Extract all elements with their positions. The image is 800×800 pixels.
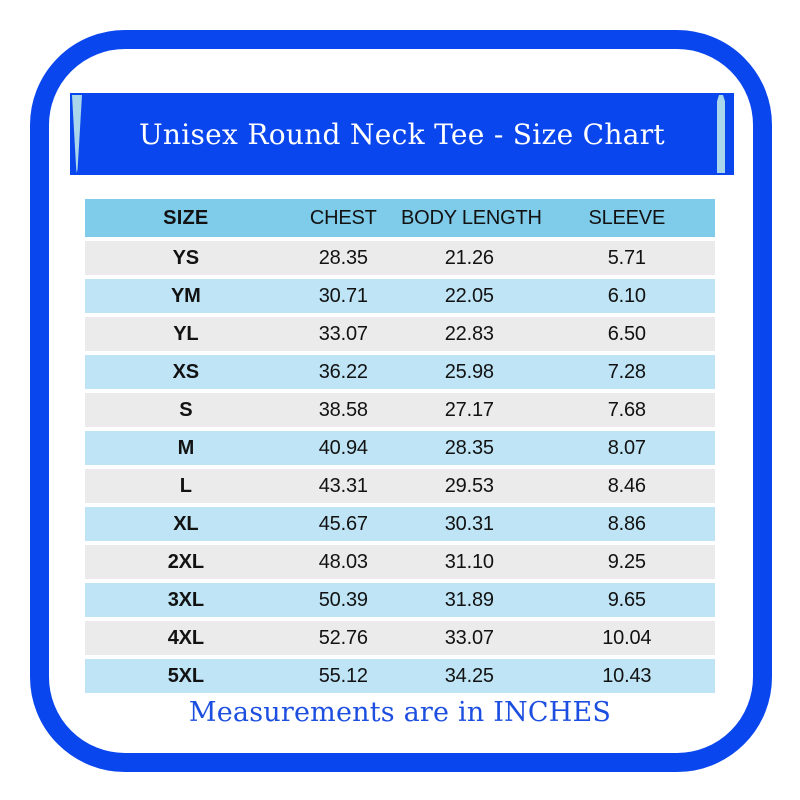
body-length-cell: 27.17 (399, 393, 539, 427)
chest-cell: 45.67 (286, 507, 400, 541)
body-length-cell: 22.05 (399, 279, 539, 313)
sleeve-cell: 6.50 (538, 317, 715, 351)
chest-cell: 43.31 (286, 469, 400, 503)
table-row: YM 30.71 22.05 6.10 (85, 279, 715, 313)
sleeve-cell: 9.65 (538, 583, 715, 617)
body-length-cell: 22.83 (399, 317, 539, 351)
size-cell: L (85, 469, 287, 503)
table-row: 4XL 52.76 33.07 10.04 (85, 621, 715, 655)
chest-cell: 33.07 (286, 317, 400, 351)
sleeve-cell: 8.46 (538, 469, 715, 503)
table-row: XS 36.22 25.98 7.28 (85, 355, 715, 389)
size-cell: S (85, 393, 287, 427)
sleeve-cell: 7.68 (538, 393, 715, 427)
body-length-cell: 31.10 (399, 545, 539, 579)
sleeve-cell: 5.71 (538, 241, 715, 275)
table-row: YS 28.35 21.26 5.71 (85, 241, 715, 275)
body-length-cell: 33.07 (399, 621, 539, 655)
sleeve-cell: 8.86 (538, 507, 715, 541)
table-row: S 38.58 27.17 7.68 (85, 393, 715, 427)
column-header-body-length: BODY LENGTH (399, 199, 542, 237)
table-row: L 43.31 29.53 8.46 (85, 469, 715, 503)
chest-cell: 55.12 (286, 659, 400, 693)
sleeve-cell: 10.04 (538, 621, 715, 655)
body-length-cell: 29.53 (399, 469, 539, 503)
table-row: YL 33.07 22.83 6.50 (85, 317, 715, 351)
sleeve-cell: 9.25 (538, 545, 715, 579)
body-length-cell: 25.98 (399, 355, 539, 389)
column-header-sleeve: SLEEVE (538, 199, 715, 237)
table-row: XL 45.67 30.31 8.86 (85, 507, 715, 541)
size-cell: YS (85, 241, 287, 275)
sleeve-cell: 8.07 (538, 431, 715, 465)
chest-cell: 36.22 (286, 355, 400, 389)
size-cell: 3XL (85, 583, 287, 617)
size-cell: XS (85, 355, 287, 389)
page-title: Unisex Round Neck Tee - Size Chart (139, 117, 665, 151)
table-row: M 40.94 28.35 8.07 (85, 431, 715, 465)
column-header-chest: CHEST (286, 199, 400, 237)
chest-cell: 48.03 (286, 545, 400, 579)
table-header-row: SIZE CHEST BODY LENGTH SLEEVE (85, 199, 715, 237)
chest-cell: 50.39 (286, 583, 400, 617)
size-cell: 5XL (85, 659, 287, 693)
size-cell: 4XL (85, 621, 287, 655)
banner-accent-stripe-left (72, 95, 82, 173)
sleeve-cell: 6.10 (538, 279, 715, 313)
column-header-size: SIZE (85, 199, 287, 237)
size-cell: YM (85, 279, 287, 313)
rounded-card-border (30, 30, 772, 772)
chest-cell: 28.35 (286, 241, 400, 275)
size-cell: 2XL (85, 545, 287, 579)
size-cell: M (85, 431, 287, 465)
body-length-cell: 28.35 (399, 431, 539, 465)
size-cell: YL (85, 317, 287, 351)
table-row: 3XL 50.39 31.89 9.65 (85, 583, 715, 617)
chest-cell: 40.94 (286, 431, 400, 465)
body-length-cell: 34.25 (399, 659, 539, 693)
measurement-unit-note: Measurements are in INCHES (188, 697, 612, 728)
title-banner: Unisex Round Neck Tee - Size Chart (70, 93, 734, 175)
sleeve-cell: 7.28 (538, 355, 715, 389)
table-row: 2XL 48.03 31.10 9.25 (85, 545, 715, 579)
table-row: 5XL 55.12 34.25 10.43 (85, 659, 715, 693)
size-cell: XL (85, 507, 287, 541)
chest-cell: 52.76 (286, 621, 400, 655)
body-length-cell: 31.89 (399, 583, 539, 617)
chest-cell: 38.58 (286, 393, 400, 427)
sleeve-cell: 10.43 (538, 659, 715, 693)
body-length-cell: 30.31 (399, 507, 539, 541)
chest-cell: 30.71 (286, 279, 400, 313)
size-chart-table: SIZE CHEST BODY LENGTH SLEEVE YS 28.35 2… (85, 195, 715, 697)
body-length-cell: 21.26 (399, 241, 539, 275)
banner-accent-stripe-right (717, 95, 725, 173)
